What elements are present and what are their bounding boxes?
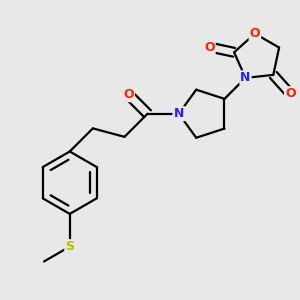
Text: O: O [204,40,215,54]
Text: N: N [174,107,184,120]
Text: O: O [285,87,296,100]
Text: S: S [65,240,74,253]
Text: O: O [123,88,134,101]
Text: N: N [240,71,251,84]
Text: O: O [250,27,260,40]
Text: N: N [174,107,184,120]
